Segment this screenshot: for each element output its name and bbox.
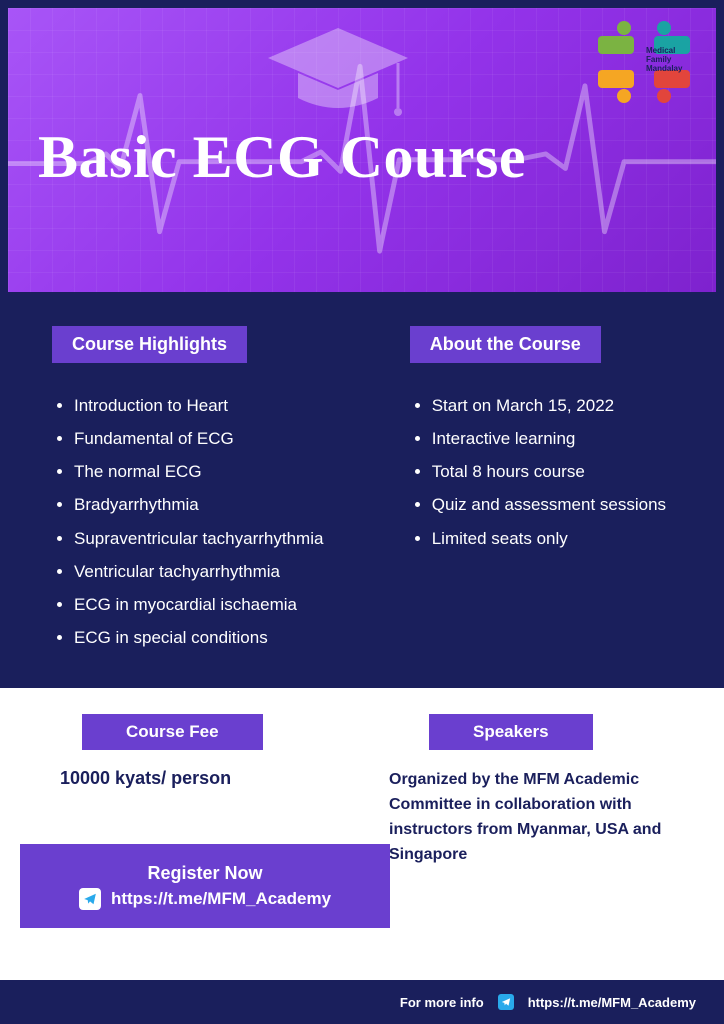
highlights-column: Course Highlights Introduction to Heart … <box>52 326 370 654</box>
course-title: Basic ECG Course <box>38 123 526 192</box>
speakers-tag: Speakers <box>429 714 593 750</box>
graduation-cap-icon <box>258 18 418 128</box>
about-list: Start on March 15, 2022 Interactive lear… <box>410 389 686 555</box>
list-item: Interactive learning <box>432 422 686 455</box>
register-link-row: https://t.me/MFM_Academy <box>79 888 331 910</box>
list-item: Start on March 15, 2022 <box>432 389 686 422</box>
register-title: Register Now <box>147 863 262 884</box>
register-link: https://t.me/MFM_Academy <box>111 889 331 909</box>
telegram-icon <box>79 888 101 910</box>
hero-banner: Basic ECG Course Medical FamilyMandalay <box>0 0 724 292</box>
about-column: About the Course Start on March 15, 2022… <box>410 326 686 654</box>
highlights-list: Introduction to Heart Fundamental of ECG… <box>52 389 370 654</box>
list-item: ECG in myocardial ischaemia <box>74 588 370 621</box>
list-item: ECG in special conditions <box>74 621 370 654</box>
footer-label: For more info <box>400 995 484 1010</box>
list-item: Quiz and assessment sessions <box>432 488 686 521</box>
about-tag: About the Course <box>410 326 601 363</box>
register-box[interactable]: Register Now https://t.me/MFM_Academy <box>20 844 390 928</box>
mfm-logo: Medical FamilyMandalay <box>592 20 702 110</box>
fee-text: 10000 kyats/ person <box>60 768 349 789</box>
footer-bar: For more info https://t.me/MFM_Academy <box>0 980 724 1024</box>
highlights-tag: Course Highlights <box>52 326 247 363</box>
speakers-text: Organized by the MFM Academic Committee … <box>389 768 686 867</box>
main-content: Course Highlights Introduction to Heart … <box>0 292 724 688</box>
fee-tag: Course Fee <box>82 714 263 750</box>
list-item: Introduction to Heart <box>74 389 370 422</box>
list-item: Supraventricular tachyarrhythmia <box>74 522 370 555</box>
footer-link: https://t.me/MFM_Academy <box>528 995 696 1010</box>
list-item: Total 8 hours course <box>432 455 686 488</box>
list-item: Fundamental of ECG <box>74 422 370 455</box>
telegram-icon <box>498 994 514 1010</box>
list-item: Bradyarrhythmia <box>74 488 370 521</box>
lower-section: Course Fee 10000 kyats/ person Speakers … <box>0 688 724 928</box>
list-item: The normal ECG <box>74 455 370 488</box>
logo-text: Medical FamilyMandalay <box>646 46 702 73</box>
list-item: Ventricular tachyarrhythmia <box>74 555 370 588</box>
list-item: Limited seats only <box>432 522 686 555</box>
speakers-column: Speakers Organized by the MFM Academic C… <box>389 714 686 928</box>
